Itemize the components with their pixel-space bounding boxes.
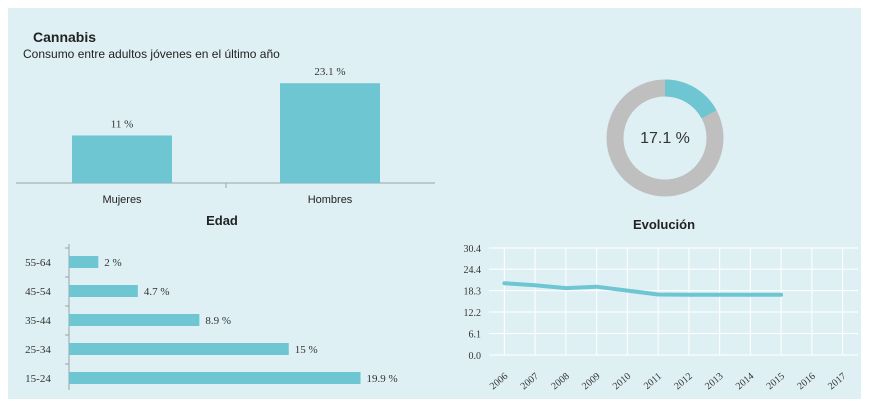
edad-value-label: 8.9 %: [205, 315, 231, 327]
sexo-value-label: 23.1 %: [314, 66, 345, 78]
evolucion-y-tick-label: 24.4: [464, 265, 482, 276]
evolucion-x-tick-label: 2007: [519, 371, 541, 392]
sexo-category-label: Mujeres: [102, 194, 142, 206]
sexo-value-label: 11 %: [111, 118, 134, 130]
edad-category-label: 35-44: [25, 315, 51, 327]
evolucion-x-tick-label: 2014: [734, 371, 756, 392]
edad-value-label: 19.9 %: [367, 373, 398, 385]
evolucion-x-tick-label: 2008: [549, 371, 571, 392]
evolucion-y-tick-label: 12.2: [464, 308, 482, 319]
evolucion-y-tick-label: 18.3: [464, 287, 482, 298]
edad-title: Edad: [206, 213, 238, 228]
evolucion-x-tick-label: 2009: [580, 371, 602, 392]
evolucion-x-tick-label: 2010: [611, 371, 633, 392]
sexo-bar: [280, 83, 380, 183]
edad-bar: [69, 343, 289, 355]
evolucion-x-tick-label: 2016: [795, 371, 817, 392]
edad-category-label: 15-24: [25, 373, 51, 385]
edad-bar: [69, 314, 200, 326]
sexo-bar: [72, 135, 172, 183]
evolucion-y-tick-label: 30.4: [464, 244, 482, 255]
edad-bar: [69, 256, 99, 268]
evolucion-y-tick-label: 6.1: [469, 330, 482, 341]
evolucion-x-tick-label: 2015: [765, 371, 787, 392]
sexo-category-label: Hombres: [308, 194, 353, 206]
edad-bar: [69, 285, 138, 297]
edad-category-label: 25-34: [25, 344, 51, 356]
page-subtitle: Consumo entre adultos jóvenes en el últi…: [23, 47, 280, 61]
page-title: Cannabis: [33, 29, 97, 45]
donut-slice: [606, 79, 724, 197]
evolucion-x-tick-label: 2017: [826, 371, 848, 392]
evolucion-x-tick-label: 2012: [672, 371, 694, 392]
edad-bar: [69, 372, 361, 384]
evolucion-y-tick-label: 0.0: [469, 351, 482, 362]
edad-value-label: 15 %: [295, 344, 318, 356]
evolucion-title: Evolución: [633, 217, 695, 232]
evolucion-x-tick-label: 2006: [488, 371, 510, 392]
edad-value-label: 2 %: [104, 257, 121, 269]
donut-center-label: 17.1 %: [640, 130, 690, 147]
evolucion-x-tick-label: 2013: [703, 371, 725, 392]
edad-value-label: 4.7 %: [144, 286, 170, 298]
evolucion-series-line: [502, 281, 784, 297]
edad-category-label: 55-64: [25, 257, 51, 269]
edad-category-label: 45-54: [25, 286, 51, 298]
evolucion-x-tick-label: 2011: [642, 371, 664, 392]
